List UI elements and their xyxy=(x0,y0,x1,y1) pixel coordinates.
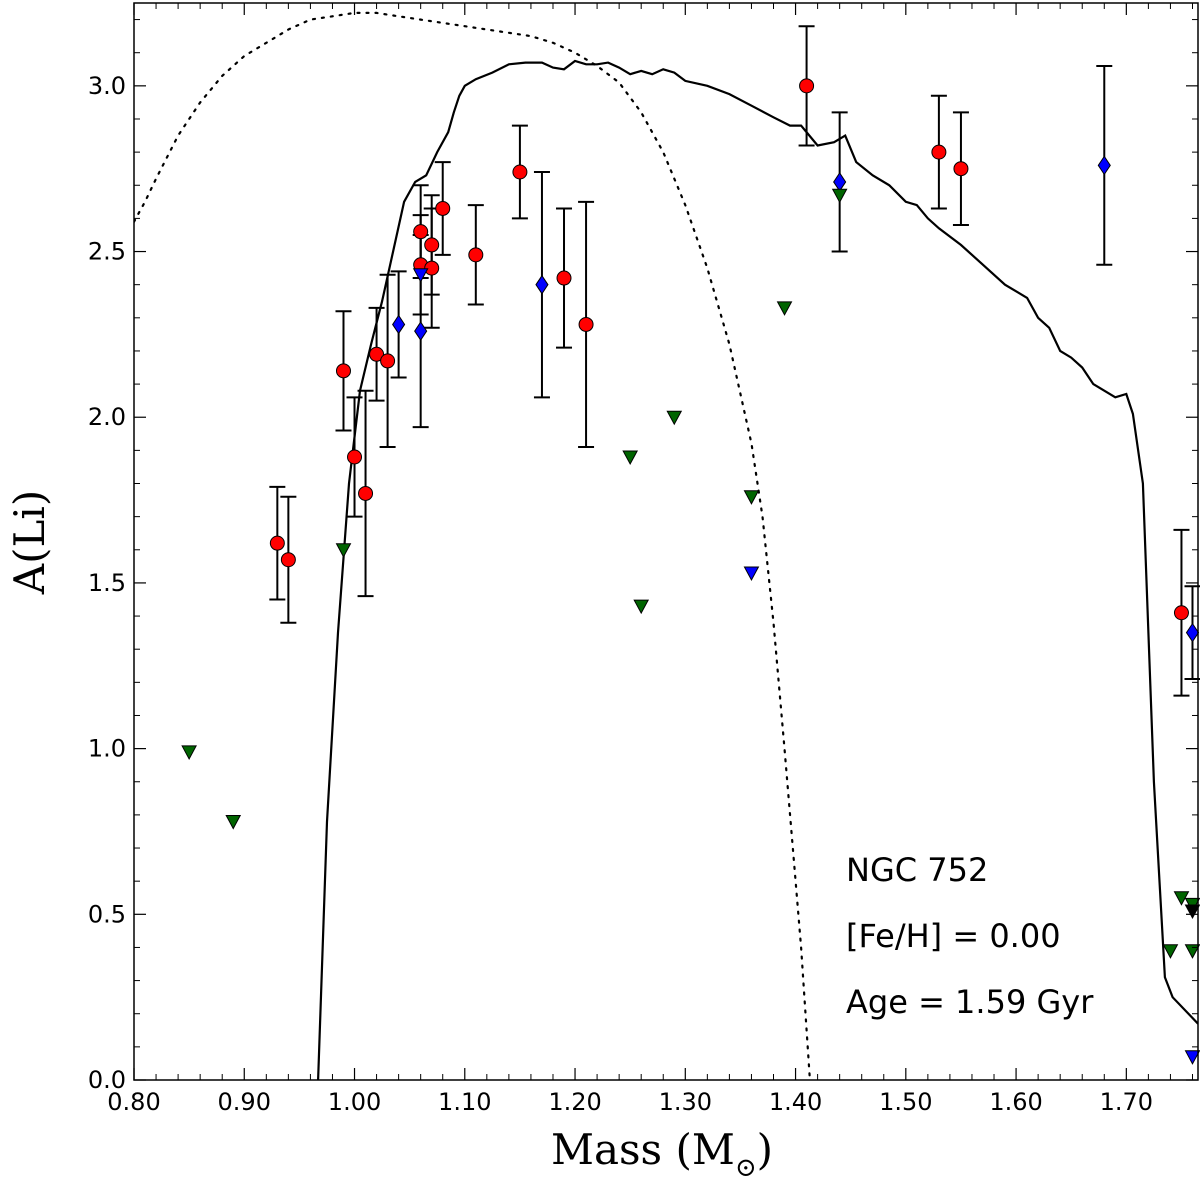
upper-limit-point xyxy=(412,268,429,283)
diamond-point xyxy=(392,314,406,335)
detection-point xyxy=(413,224,429,240)
x-tick-label: 1.70 xyxy=(1100,1088,1153,1116)
diamond-point xyxy=(1097,155,1111,176)
detection-point xyxy=(269,535,285,551)
detection-point xyxy=(424,237,440,253)
upper-limit-point xyxy=(225,815,242,830)
data-markers xyxy=(181,78,1200,1065)
detection-point xyxy=(578,316,594,332)
model-curves xyxy=(134,11,1198,1080)
annotation-cluster: NGC 752 xyxy=(846,851,988,889)
upper-limit-point xyxy=(1184,904,1200,920)
y-tick-label: 0.0 xyxy=(88,1066,126,1094)
annotation-age: Age = 1.59 Gyr xyxy=(846,983,1094,1021)
detection-point xyxy=(556,270,572,286)
y-axis-title: A(Li) xyxy=(5,490,54,595)
detection-point xyxy=(380,353,396,369)
detection-point xyxy=(358,485,374,501)
detection-point xyxy=(468,247,484,263)
detection-point xyxy=(1173,605,1189,621)
y-tick-label: 3.0 xyxy=(88,72,126,100)
axis-ticks: 0.80 0.90 1.00 1.10 1.20 1.30 1.40 1.50 1.60 1.70… xyxy=(88,3,1198,1116)
diamond-point xyxy=(414,321,428,341)
upper-limit-point xyxy=(666,410,683,426)
x-axis-title: Mass (M⊙) xyxy=(551,1125,773,1183)
detection-point xyxy=(369,346,385,362)
detection-point xyxy=(335,363,351,379)
x-tick-label: 1.30 xyxy=(659,1088,712,1116)
detection-point xyxy=(280,552,296,568)
y-tick-label: 0.5 xyxy=(88,900,126,928)
diamond-point xyxy=(833,172,847,192)
x-tick-label: 1.10 xyxy=(438,1088,491,1116)
x-tick-label: 0.80 xyxy=(107,1088,160,1116)
x-tick-label: 0.90 xyxy=(218,1088,271,1116)
x-axis-title-sub: ⊙ xyxy=(735,1153,757,1183)
diamond-point xyxy=(535,274,549,295)
detection-point xyxy=(424,260,440,276)
upper-limit-point xyxy=(776,301,793,316)
detection-point xyxy=(512,164,528,180)
y-tick-label: 1.0 xyxy=(88,735,126,763)
model-solid-line xyxy=(317,59,1198,1080)
upper-limit-point xyxy=(1184,1050,1200,1065)
x-tick-label: 1.40 xyxy=(769,1088,822,1116)
annotation-metallicity: [Fe/H] = 0.00 xyxy=(846,917,1061,955)
x-tick-label: 1.60 xyxy=(989,1088,1042,1116)
upper-limit-point xyxy=(743,490,760,505)
y-tick-label: 1.5 xyxy=(88,569,126,597)
upper-limit-point xyxy=(335,543,352,558)
error-bars xyxy=(269,25,1200,697)
upper-limit-point xyxy=(831,188,848,204)
upper-limit-point xyxy=(622,450,639,466)
diamond-point xyxy=(1185,622,1200,643)
x-axis-title-main: Mass (M xyxy=(551,1125,735,1174)
detection-point xyxy=(931,144,947,160)
model-dotted-line xyxy=(134,11,811,1080)
annotation-block: NGC 752 [Fe/H] = 0.00 Age = 1.59 Gyr xyxy=(846,851,1094,1021)
x-tick-label: 1.00 xyxy=(328,1088,381,1116)
x-axis-title-close: ) xyxy=(757,1125,773,1174)
upper-limit-point xyxy=(743,566,760,582)
x-tick-label: 1.20 xyxy=(548,1088,601,1116)
upper-limit-point xyxy=(1184,944,1200,959)
plot-frame xyxy=(133,2,1199,1081)
y-tick-label: 2.5 xyxy=(88,238,126,266)
upper-limit-point xyxy=(633,599,650,615)
upper-limit-point xyxy=(1162,944,1179,959)
detection-point xyxy=(953,161,969,177)
y-tick-label: 2.0 xyxy=(88,403,126,431)
detection-point xyxy=(347,449,363,465)
upper-limit-point xyxy=(181,745,197,760)
x-tick-label: 1.50 xyxy=(879,1088,932,1116)
detection-point xyxy=(799,78,815,94)
detection-point xyxy=(435,200,451,216)
